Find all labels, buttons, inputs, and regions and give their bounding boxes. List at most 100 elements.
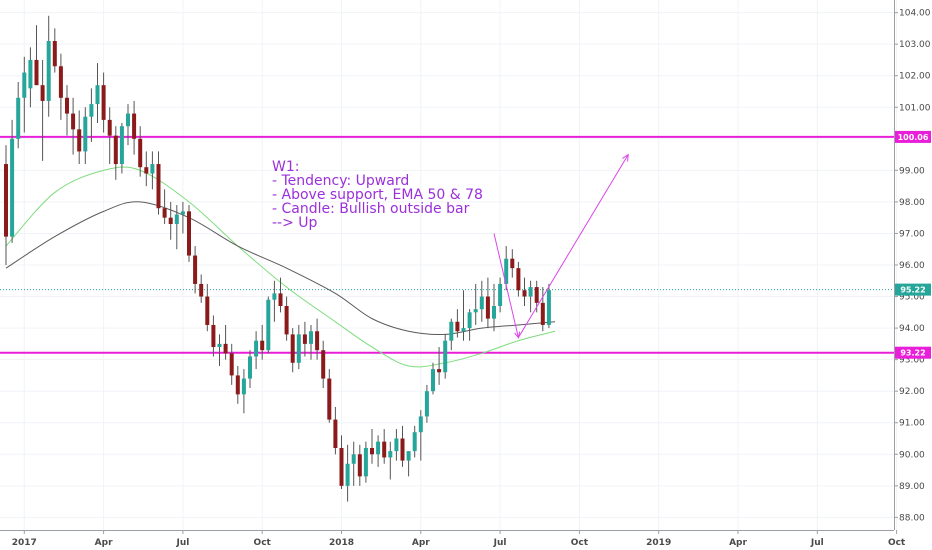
candle-body [83,116,88,152]
grid [0,0,898,530]
candle-body [333,419,338,448]
candle-body [229,353,234,376]
price-tick-label: 103.00 [899,40,931,50]
candle-body [65,97,69,114]
annotation-line: - Candle: Bullish outside bar [272,201,470,217]
candle-body [437,369,442,373]
candle-body [46,41,51,101]
candle-body [296,334,301,363]
candle-body [321,350,326,379]
price-tick-label: 97.00 [899,229,925,239]
candle-body [510,258,515,269]
candle-body [339,447,344,486]
candle-body [272,293,277,300]
candle-body [473,309,478,313]
level-badge [895,346,931,359]
candle-body [241,378,246,395]
candle-body [485,296,490,319]
time-tick-label: Apr [729,538,747,548]
candle-body [345,463,350,486]
candle-body [4,164,8,237]
candle-body [376,441,381,455]
candle-body [211,324,216,348]
candle-body [119,126,124,165]
candle-body [199,283,204,297]
ema-line [5,166,556,368]
candle-body [248,356,252,379]
price-tick-label: 102.00 [899,72,931,82]
candle-body [504,258,509,284]
candle-body [461,328,466,332]
candle-body [534,287,539,303]
candle-body [260,340,265,351]
time-tick-label: Oct [888,538,906,548]
price-tick-label: 95.00 [899,293,925,303]
candle-body [132,113,137,139]
time-tick-label: Jul [810,538,824,548]
projection-arrow [493,153,629,339]
time-axis[interactable]: 2017AprJulOct2018AprJulOct2019AprJulOct2… [0,530,932,548]
chart-annotation: W1:- Tendency: Upward- Above support, EM… [272,159,483,231]
candle-body [443,340,448,373]
candle-body [315,331,320,351]
current-price-badge [895,283,931,296]
projection-path [493,154,629,339]
candle-body [284,306,289,335]
candle-body [302,334,307,344]
candle-body [528,287,533,297]
candle-body [516,268,521,291]
candle-body [546,290,551,325]
candle-body [89,104,94,117]
candle-body [162,208,167,218]
annotation-line: - Above support, EMA 50 & 78 [272,187,483,203]
time-tick-label: Oct [571,538,589,548]
ema-line [5,201,556,336]
candle-body [168,217,173,224]
candle-body [223,343,228,354]
candle-body [431,369,435,392]
annotation-line: - Tendency: Upward [272,173,409,189]
candle-body [388,451,393,458]
candle-body [467,312,472,329]
candle-body [180,211,185,215]
time-tick-label: Oct [254,538,272,548]
candle-body [101,85,106,120]
candle-body [187,211,191,256]
time-tick-label: Apr [95,538,113,548]
level-badge-label: 100.06 [898,133,929,142]
candle-body [351,454,356,464]
candle-body [382,441,387,458]
candle-body [455,321,460,332]
level-badge [895,130,931,143]
price-axis[interactable]: 88.00 89.00 90.00 91.00 92.00 93.00 94.00 95.00… [894,0,931,530]
candle-body [412,432,417,452]
price-tick-label: 99.00 [899,166,925,176]
candle-body [394,438,399,452]
candle-body [363,447,368,477]
price-tick-label: 96.00 [899,261,925,271]
candle-body [71,113,76,130]
price-tick-label: 94.00 [899,324,925,334]
level-badge-label: 93.22 [900,349,925,358]
candle-body [205,296,210,325]
candle-body [498,283,503,307]
annotation-line: --> Up [272,215,318,231]
candle-body [58,66,63,98]
candle-body [479,296,484,310]
ema-lines [5,166,556,368]
candle-body [52,41,57,67]
candle-body [418,416,423,433]
candle-body [540,302,545,325]
horizontal-levels [0,135,894,354]
time-tick-label: 2018 [329,538,354,548]
candle-body [156,164,161,209]
candle-body [138,138,143,168]
current-price-label: 95.22 [900,286,925,295]
time-tick-label: Jul [493,538,507,548]
time-tick-label: Jul [175,538,189,548]
candle-body [174,214,179,224]
candle-body [449,321,454,341]
candle-body [370,447,374,455]
candle-body [150,164,155,174]
